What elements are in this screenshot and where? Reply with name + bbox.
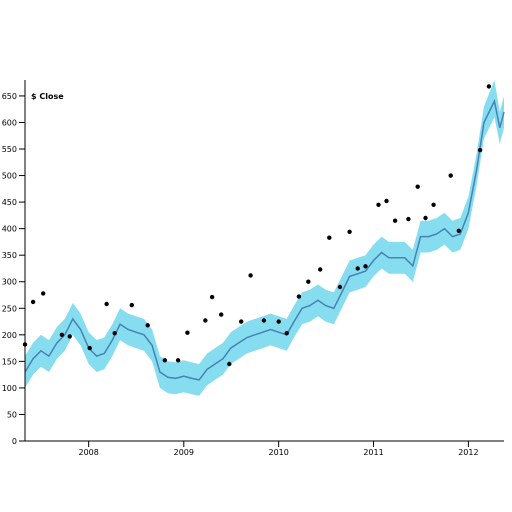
y-tick-label: 50: [7, 410, 17, 419]
data-point: [392, 218, 398, 223]
data-point: [337, 284, 343, 290]
x-tick-label: 2012: [458, 448, 478, 457]
data-point: [248, 273, 253, 278]
data-point: [363, 264, 368, 269]
y-axis-label: $ Close: [31, 92, 64, 101]
data-points-layer: [22, 84, 492, 367]
x-tick-label: 2008: [78, 448, 98, 457]
data-point: [431, 202, 436, 207]
data-point: [162, 358, 167, 363]
data-point: [276, 319, 281, 324]
y-tick-label: 600: [2, 118, 17, 127]
data-point: [175, 358, 181, 363]
data-point: [306, 279, 311, 284]
close-price-line: [24, 98, 505, 381]
data-point: [219, 312, 224, 317]
data-point: [327, 235, 332, 240]
data-point: [59, 332, 65, 337]
data-point: [185, 330, 190, 335]
data-point: [209, 294, 215, 300]
y-tick-label: 300: [2, 278, 17, 287]
data-point: [203, 318, 208, 323]
y-tick-label: 550: [2, 145, 17, 154]
confidence-band: [25, 80, 504, 396]
x-tick-label: 2010: [268, 448, 288, 457]
data-point: [486, 84, 492, 89]
y-tick-label: 250: [2, 304, 17, 313]
data-point: [284, 331, 289, 336]
data-point: [456, 228, 461, 233]
data-point: [67, 334, 72, 339]
close-price-line-layer: [24, 98, 505, 381]
data-point: [41, 291, 46, 296]
data-point: [261, 318, 267, 323]
y-tick-label: 350: [2, 251, 17, 260]
data-point: [406, 216, 411, 222]
data-point: [296, 294, 302, 299]
x-axis: 2008 2009 2010 2011 2012: [25, 440, 504, 457]
confidence-band-layer: [25, 80, 504, 396]
data-point: [376, 202, 381, 207]
data-point: [318, 267, 323, 272]
data-point: [477, 147, 483, 153]
data-point: [145, 323, 150, 328]
data-point: [87, 345, 92, 351]
y-tick-label: 500: [2, 172, 17, 181]
y-tick-label: 650: [2, 92, 17, 101]
x-tick-label: 2011: [363, 448, 383, 457]
data-point: [347, 229, 352, 234]
y-tick-label: 200: [2, 331, 17, 340]
data-point: [227, 361, 232, 367]
data-point: [129, 302, 134, 308]
data-point: [104, 301, 109, 307]
y-axis: 0 50 100 150 200 250 300 350 400 450 500 550 600 650: [2, 80, 26, 446]
data-point: [415, 184, 420, 189]
y-tick-label: 0: [12, 437, 17, 446]
y-tick-label: 100: [2, 384, 17, 393]
data-point: [423, 215, 428, 221]
y-tick-label: 150: [2, 357, 17, 366]
data-point: [30, 299, 36, 305]
data-point: [355, 266, 360, 271]
data-point: [112, 331, 117, 336]
y-tick-label: 450: [2, 198, 17, 207]
data-point: [239, 319, 244, 324]
x-tick-label: 2009: [174, 448, 194, 457]
data-point: [448, 173, 453, 178]
data-point: [384, 198, 389, 204]
y-tick-label: 400: [2, 225, 17, 234]
